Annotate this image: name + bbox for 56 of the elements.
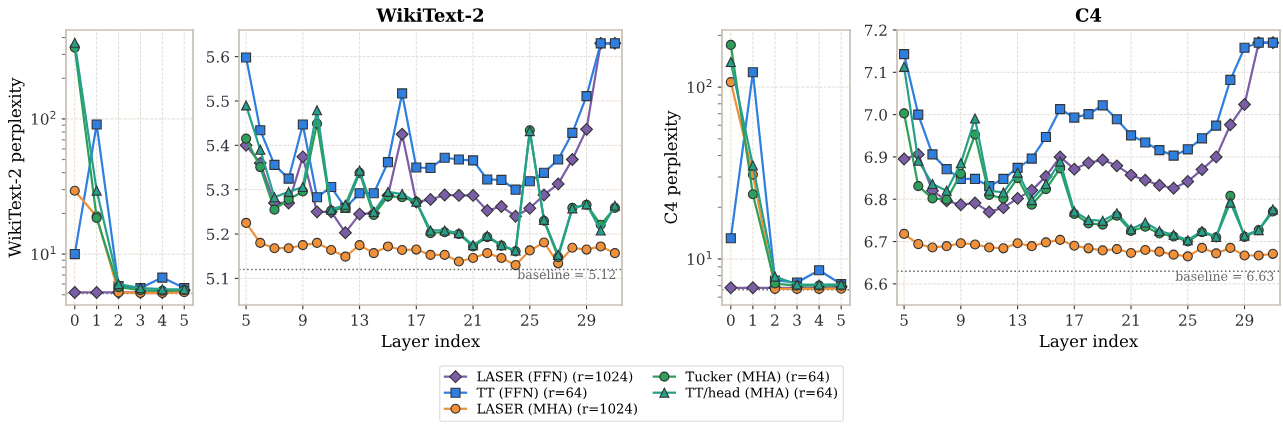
y-tick-label: 5.6	[206, 51, 230, 63]
legend-label: Tucker (MHA) (r=64)	[685, 371, 829, 384]
legend-label: LASER (FFN) (r=1024)	[477, 371, 633, 384]
x-tick-label: 9	[298, 314, 307, 326]
y-axis-title: WikiText-2 perplexity	[8, 77, 25, 258]
x-tick-label: 25	[1179, 314, 1197, 326]
x-tick-label: 5	[837, 314, 845, 326]
ref-line-label: baseline = 6.63	[1175, 271, 1274, 281]
x-tick-label: 1	[749, 314, 756, 326]
x-axis-title: Layer index	[381, 334, 481, 351]
x-tick-label: 2	[114, 314, 122, 326]
y-axis-title: C4 perplexity	[664, 110, 681, 224]
y-tick-label: 5.1	[206, 272, 228, 285]
chart-title: WikiText-2	[376, 7, 483, 22]
x-tick-label: 4	[157, 314, 167, 326]
x-tick-label: 29	[577, 314, 596, 326]
x-tick-label: 17	[1066, 314, 1083, 326]
x-tick-label: 9	[956, 314, 965, 326]
x-tick-label: 5	[900, 314, 908, 326]
y-tick-label: 7.1	[864, 66, 886, 79]
y-tick-label: 7.0	[864, 109, 887, 121]
ref-line-label: baseline = 5.12	[517, 269, 616, 280]
y-tick-label: 7.2	[864, 24, 887, 37]
y-tick-label: 6.9	[864, 151, 887, 163]
x-tick-label: 17	[408, 314, 425, 326]
x-tick-label: 4	[814, 314, 824, 326]
x-tick-label: 13	[1009, 314, 1027, 326]
x-axis-title: Layer index	[1039, 334, 1139, 351]
x-tick-label: 13	[351, 314, 369, 326]
x-tick-label: 3	[136, 314, 145, 326]
y-tick-label: 10$^{2}$	[687, 79, 712, 94]
y-tick-label: 6.6	[864, 278, 888, 290]
legend-label: TT (FFN) (r=64)	[476, 387, 587, 400]
legend-label: LASER (MHA) (r=1024)	[477, 403, 637, 416]
x-tick-label: 21	[1122, 314, 1139, 326]
y-tick-label: 6.7	[864, 236, 887, 248]
x-tick-label: 3	[793, 314, 801, 326]
legend-label: TT/head (MHA) (r=64)	[685, 387, 838, 400]
x-tick-label: 21	[464, 314, 481, 326]
x-tick-label: 0	[70, 314, 79, 326]
x-tick-label: 29	[1235, 314, 1254, 326]
x-tick-label: 5	[242, 314, 250, 326]
chart-title: C4	[1075, 8, 1102, 22]
x-tick-label: 5	[180, 314, 188, 326]
x-tick-label: 0	[726, 314, 735, 326]
y-tick-label: 10$^{2}$	[31, 110, 56, 125]
x-tick-label: 2	[771, 314, 779, 326]
y-tick-label: 5.3	[206, 184, 229, 196]
y-tick-label: 5.2	[206, 228, 229, 241]
y-tick-label: 5.5	[206, 95, 229, 107]
y-tick-label: 10$^{1}$	[687, 251, 712, 265]
x-tick-label: 25	[521, 314, 539, 326]
y-tick-label: 6.8	[864, 193, 887, 206]
y-tick-label: 10$^{1}$	[31, 246, 56, 260]
x-tick-label: 1	[93, 314, 100, 326]
y-tick-label: 5.4	[206, 139, 230, 152]
